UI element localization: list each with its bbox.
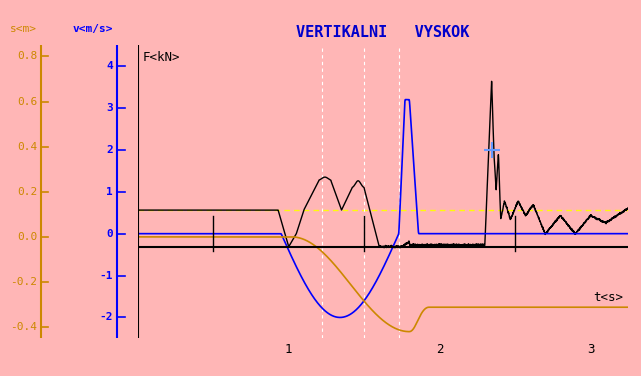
Text: s<m>: s<m> — [10, 24, 37, 34]
Text: 0: 0 — [111, 240, 118, 253]
Text: 0: 0 — [106, 229, 113, 239]
Text: 1: 1 — [106, 187, 113, 197]
Text: -0.2: -0.2 — [10, 277, 37, 287]
Text: -0.4: -0.4 — [10, 322, 37, 332]
Text: 4: 4 — [106, 61, 113, 71]
Text: 0.8: 0.8 — [17, 52, 37, 61]
Text: 0.0: 0.0 — [17, 232, 37, 242]
Text: 1: 1 — [111, 203, 118, 217]
Title: VERTIKALNI   VYSKOK: VERTIKALNI VYSKOK — [296, 25, 470, 40]
Text: F<kN>: F<kN> — [142, 51, 180, 64]
Text: 2: 2 — [106, 145, 113, 155]
Text: 0.6: 0.6 — [17, 97, 37, 106]
Text: -2: -2 — [99, 312, 113, 323]
Text: 5: 5 — [111, 57, 118, 70]
Text: -1: -1 — [99, 271, 113, 280]
Text: 3: 3 — [111, 130, 118, 143]
Text: t<s>: t<s> — [594, 291, 623, 304]
Text: 0.4: 0.4 — [17, 142, 37, 152]
Text: 0.2: 0.2 — [17, 187, 37, 197]
Text: v<m/s>: v<m/s> — [72, 24, 113, 34]
Text: 3: 3 — [106, 103, 113, 113]
